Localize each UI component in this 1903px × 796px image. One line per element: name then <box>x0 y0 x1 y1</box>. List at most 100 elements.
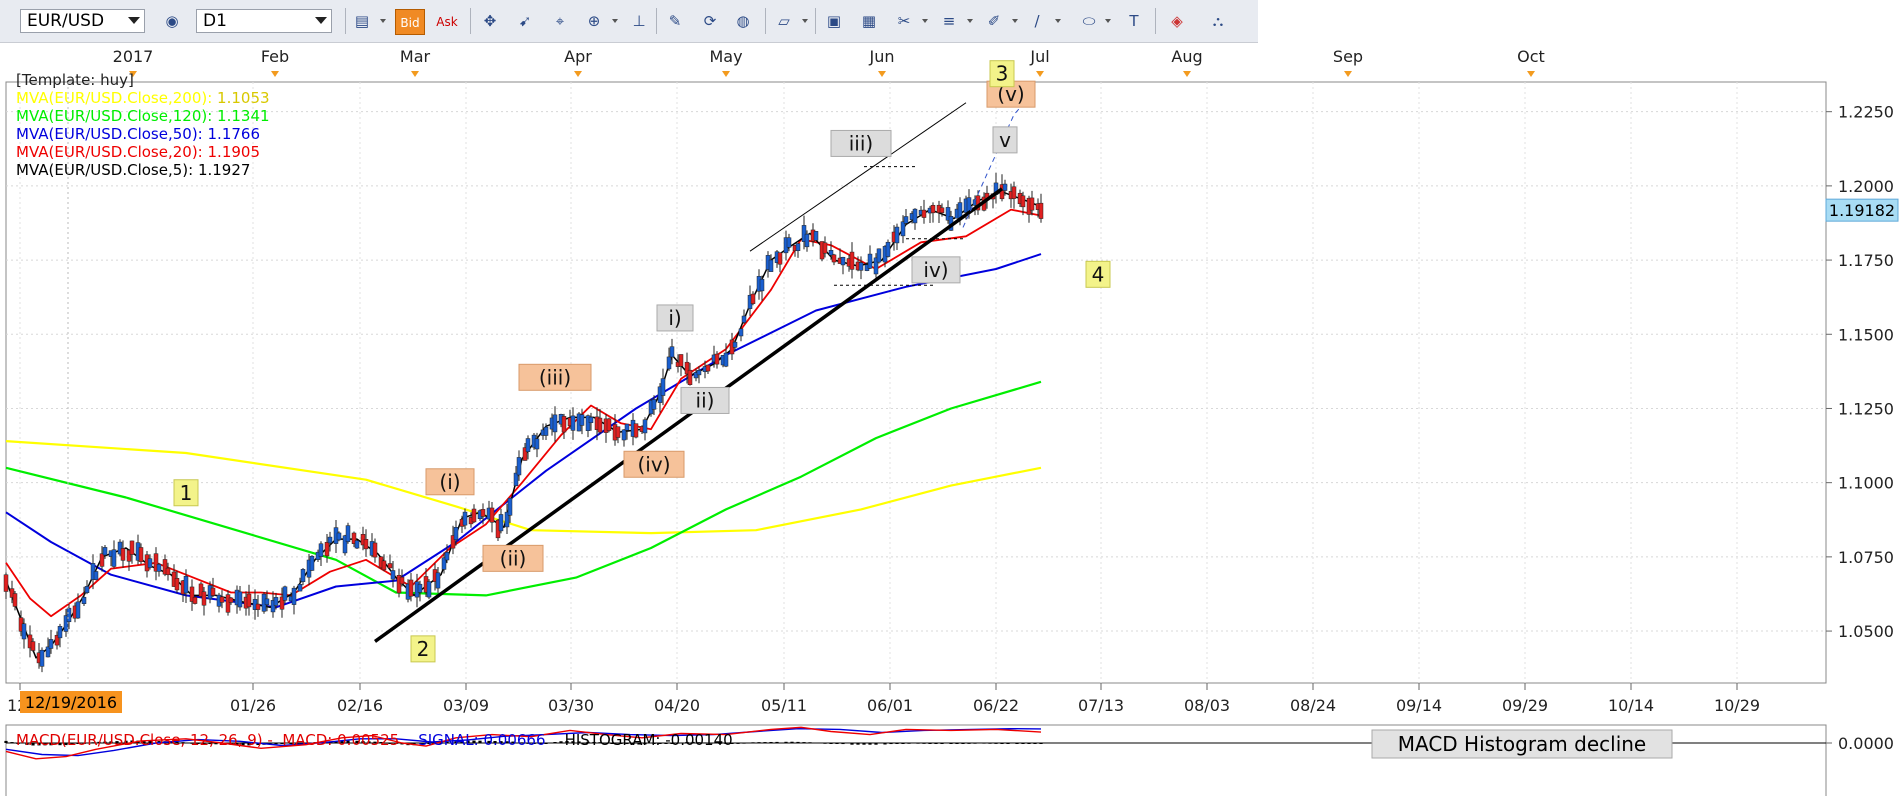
candle-body <box>471 508 477 523</box>
wave-label: 2 <box>410 635 436 663</box>
candle-body <box>900 221 906 237</box>
histogram-bar <box>487 740 491 743</box>
line-chart-icon[interactable]: ▤ <box>354 12 370 30</box>
candle-body <box>912 208 918 224</box>
candle-body <box>57 626 63 639</box>
histogram-bar <box>97 741 101 743</box>
bid-toggle[interactable]: Bid <box>395 9 425 35</box>
candle-body <box>921 209 927 218</box>
candle-body <box>345 525 351 542</box>
candle-body <box>390 570 396 580</box>
candle-body <box>237 591 243 608</box>
histogram-bar <box>334 741 338 743</box>
candle-body <box>516 457 522 476</box>
candle-body <box>198 583 204 597</box>
tools-icon[interactable]: ✂ <box>897 12 911 30</box>
histogram-bar <box>16 743 20 744</box>
histogram-bar <box>1027 743 1031 744</box>
candle-body <box>399 576 405 585</box>
histogram-bar <box>148 740 152 743</box>
legend-value: 1.1341 <box>212 107 269 125</box>
bottom-axis-label: 04/20 <box>654 696 700 715</box>
chevron-down-icon <box>315 17 327 24</box>
candle-body <box>873 257 879 275</box>
candle-body <box>831 254 837 263</box>
histogram-bar <box>763 742 767 744</box>
histogram-bar <box>916 742 920 744</box>
main-trendline <box>373 187 1004 643</box>
crosshair-icon[interactable]: ✥ <box>483 12 497 30</box>
candle-body <box>111 549 117 567</box>
histogram-bar <box>37 743 41 746</box>
wave-label-box <box>680 386 730 414</box>
wave-label-text: (ii) <box>500 546 527 570</box>
candle-body <box>786 237 792 248</box>
candle-body <box>417 583 423 593</box>
legend-entry: MVA(EUR/USD.Close,200): 1.1053 <box>16 89 270 107</box>
properties-icon[interactable]: ✎ <box>668 12 682 30</box>
cursor-date-text: 12/19/2016 <box>25 693 117 712</box>
histogram-bar <box>499 741 503 743</box>
symbol-select[interactable]: EUR/USD <box>20 9 145 33</box>
candle-body <box>903 216 909 224</box>
histogram-bar <box>64 743 68 746</box>
histogram-bar <box>301 742 305 744</box>
month-marker <box>878 71 886 77</box>
histogram-bar <box>25 743 29 745</box>
legend-value: 1.1927 <box>193 161 250 179</box>
histogram-bar <box>643 743 647 745</box>
ma-200-line <box>5 440 1042 535</box>
candle-body <box>588 416 594 423</box>
candle-body <box>666 356 672 370</box>
globe-icon[interactable]: ◍ <box>736 12 750 30</box>
candle-body <box>651 399 657 410</box>
candle-body <box>3 574 9 592</box>
candle-body <box>801 225 807 242</box>
top-axis-label: Sep <box>1333 47 1363 66</box>
histogram-bar <box>670 743 674 744</box>
cursor-icon[interactable]: ➹ <box>518 12 532 30</box>
text-icon[interactable]: T <box>1129 12 1139 30</box>
histogram-bar <box>511 741 515 743</box>
pointer-icon[interactable]: ⌖ <box>555 12 565 30</box>
legend-label: MVA(EUR/USD.Close,200): <box>16 89 212 107</box>
ruler-icon[interactable]: ▱ <box>778 12 790 30</box>
eye-icon[interactable]: ◉ <box>165 12 179 30</box>
template-icon[interactable]: ▦ <box>861 12 877 30</box>
last-price-box <box>1825 198 1899 222</box>
ma-120-line <box>5 380 1042 597</box>
image-icon[interactable]: ▣ <box>826 12 842 30</box>
bottom-axis-label: 10/29 <box>1714 696 1760 715</box>
histogram-bar <box>478 740 482 743</box>
layers-icon[interactable]: ⛬ <box>1212 12 1224 30</box>
pen-icon[interactable]: ✐ <box>987 12 1001 30</box>
histogram-bar <box>949 743 953 744</box>
histogram-bar <box>208 743 212 745</box>
shapes-icon[interactable]: / <box>1034 12 1040 30</box>
histogram-bar <box>76 743 80 744</box>
histogram-bar <box>784 741 788 743</box>
ask-toggle[interactable]: Ask <box>436 15 458 29</box>
lines-icon[interactable]: ≡ <box>942 12 956 30</box>
histogram-bar <box>235 743 239 746</box>
wave-label-box <box>911 256 961 284</box>
bottom-axis-label: 07/13 <box>1078 696 1124 715</box>
candle-body <box>282 586 288 601</box>
ellipse-icon[interactable]: ⬭ <box>1082 12 1096 30</box>
wave-label-box <box>830 129 892 157</box>
wave-label: v <box>992 126 1018 154</box>
zoom-icon[interactable]: ⊕ <box>587 12 601 30</box>
candle-body <box>1038 202 1044 219</box>
candle-body <box>813 231 819 241</box>
period-separator-icon[interactable]: ⊥ <box>632 12 646 30</box>
indicators-icon[interactable]: ⟳ <box>703 12 717 30</box>
histogram-bar <box>526 742 530 744</box>
histogram-bar <box>115 741 119 743</box>
timeframe-select[interactable]: D1 <box>196 9 332 33</box>
top-axis-label: Mar <box>400 47 431 66</box>
last-price-text: 1.19182 <box>1829 201 1895 220</box>
candle-body <box>1029 197 1035 211</box>
histogram-bar <box>988 742 992 744</box>
eraser-icon[interactable]: ◈ <box>1171 12 1183 30</box>
